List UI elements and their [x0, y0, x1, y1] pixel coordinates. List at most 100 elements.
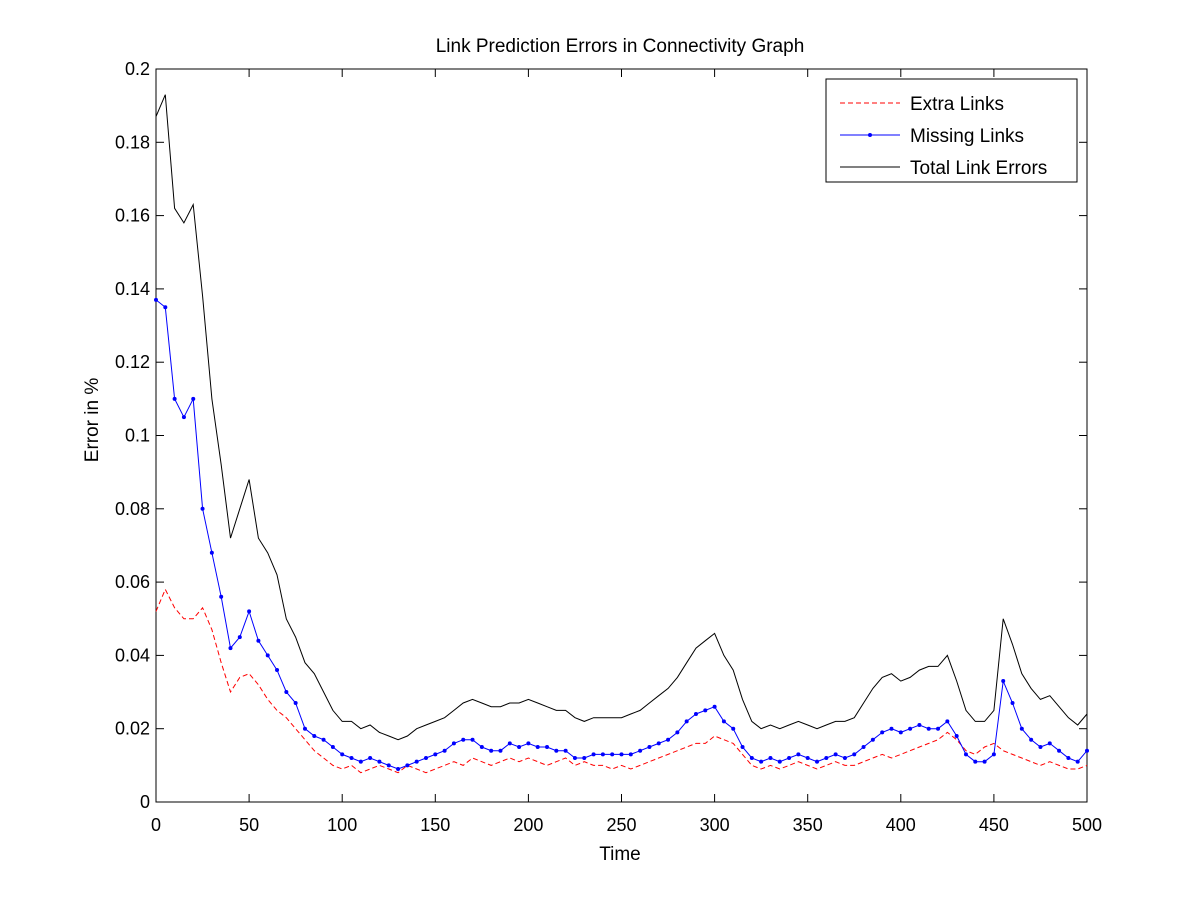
series-point-missing-links — [340, 752, 345, 757]
y-tick-label: 0.16 — [115, 206, 150, 226]
y-tick-label: 0.1 — [125, 426, 150, 446]
series-point-missing-links — [321, 737, 326, 742]
series-point-missing-links — [1001, 679, 1006, 684]
series-point-missing-links — [1019, 726, 1024, 731]
series-point-missing-links — [982, 759, 987, 764]
series-point-missing-links — [1066, 756, 1071, 761]
series-point-missing-links — [423, 756, 428, 761]
series-point-missing-links — [684, 719, 689, 724]
x-axis-label: Time — [599, 844, 641, 865]
series-point-missing-links — [312, 734, 317, 739]
series-point-missing-links — [861, 745, 866, 750]
series-point-missing-links — [535, 745, 540, 750]
series-point-missing-links — [470, 737, 475, 742]
series-point-missing-links — [759, 759, 764, 764]
series-point-missing-links — [154, 297, 158, 302]
series-point-missing-links — [600, 752, 605, 757]
series-point-missing-links — [563, 748, 568, 753]
series-point-missing-links — [638, 748, 643, 753]
y-tick-label: 0.14 — [115, 279, 150, 299]
series-point-missing-links — [1075, 759, 1080, 764]
series-point-missing-links — [675, 730, 680, 735]
series-point-missing-links — [507, 741, 512, 746]
series-point-missing-links — [991, 752, 996, 757]
series-point-missing-links — [721, 719, 726, 724]
series-point-missing-links — [870, 737, 875, 742]
series-point-missing-links — [526, 741, 531, 746]
y-axis-ticks: 0 0.02 0.04 0.06 0.08 0.1 0.12 0.14 0.16 0.18 0.2 — [115, 59, 1087, 812]
x-tick-label: 150 — [420, 815, 450, 835]
series-point-missing-links — [926, 726, 931, 731]
legend-label-missing-links: Missing Links — [910, 126, 1024, 147]
series-point-missing-links — [1085, 748, 1089, 753]
y-tick-label: 0.2 — [125, 59, 150, 79]
series-point-missing-links — [852, 752, 857, 757]
series-point-missing-links — [731, 726, 736, 731]
series-point-missing-links — [256, 638, 261, 643]
series-point-missing-links — [433, 752, 438, 757]
series-point-missing-links — [777, 759, 782, 764]
x-tick-label: 50 — [239, 815, 259, 835]
series-point-missing-links — [461, 737, 466, 742]
series-point-missing-links — [1029, 737, 1034, 742]
y-tick-label: 0.12 — [115, 352, 150, 372]
chart-title: Link Prediction Errors in Connectivity G… — [436, 36, 805, 57]
series-point-missing-links — [237, 635, 242, 640]
series-point-missing-links — [284, 690, 289, 695]
series-point-missing-links — [582, 756, 587, 761]
series-point-missing-links — [349, 756, 354, 761]
series-point-missing-links — [787, 756, 792, 761]
series-point-missing-links — [181, 415, 186, 420]
series-point-missing-links — [386, 763, 391, 768]
legend-label-extra-links: Extra Links — [910, 94, 1004, 115]
series-point-missing-links — [768, 756, 773, 761]
y-tick-label: 0.06 — [115, 572, 150, 592]
series-point-missing-links — [917, 723, 922, 728]
series-point-missing-links — [954, 734, 959, 739]
series-point-missing-links — [545, 745, 550, 750]
series-point-missing-links — [666, 737, 671, 742]
x-tick-label: 300 — [700, 815, 730, 835]
series-point-missing-links — [703, 708, 708, 713]
series-point-missing-links — [908, 726, 913, 731]
y-tick-label: 0.08 — [115, 499, 150, 519]
y-tick-label: 0 — [140, 792, 150, 812]
series-point-missing-links — [619, 752, 624, 757]
x-tick-label: 100 — [327, 815, 357, 835]
series-point-missing-links — [963, 752, 968, 757]
x-tick-label: 250 — [606, 815, 636, 835]
series-point-missing-links — [833, 752, 838, 757]
series-point-missing-links — [200, 506, 205, 511]
series-point-missing-links — [358, 759, 363, 764]
y-tick-label: 0.02 — [115, 719, 150, 739]
series-point-missing-links — [396, 767, 401, 772]
series-point-missing-links — [209, 550, 214, 555]
series-point-missing-links — [479, 745, 484, 750]
series-layer — [154, 94, 1089, 774]
series-point-missing-links — [945, 719, 950, 724]
series-point-missing-links — [219, 594, 224, 599]
y-axis-label: Error in % — [82, 378, 103, 463]
series-point-missing-links — [191, 396, 196, 401]
series-point-missing-links — [880, 730, 885, 735]
series-point-missing-links — [1010, 701, 1015, 706]
y-tick-label: 0.04 — [115, 645, 150, 665]
x-tick-label: 500 — [1072, 815, 1102, 835]
series-point-missing-links — [1047, 741, 1052, 746]
x-tick-label: 350 — [793, 815, 823, 835]
legend-items: Extra Links Missing Links Total Link Error… — [840, 94, 1047, 179]
series-point-missing-links — [824, 756, 829, 761]
series-point-missing-links — [610, 752, 615, 757]
series-point-missing-links — [330, 745, 335, 750]
series-point-missing-links — [898, 730, 903, 735]
series-point-missing-links — [517, 745, 522, 750]
series-point-missing-links — [1057, 748, 1062, 753]
series-point-missing-links — [749, 756, 754, 761]
series-point-missing-links — [414, 759, 419, 764]
legend-marker-missing-links — [868, 133, 872, 137]
series-point-missing-links — [572, 756, 577, 761]
series-point-missing-links — [377, 759, 382, 764]
series-point-missing-links — [554, 748, 559, 753]
series-point-missing-links — [163, 305, 168, 310]
